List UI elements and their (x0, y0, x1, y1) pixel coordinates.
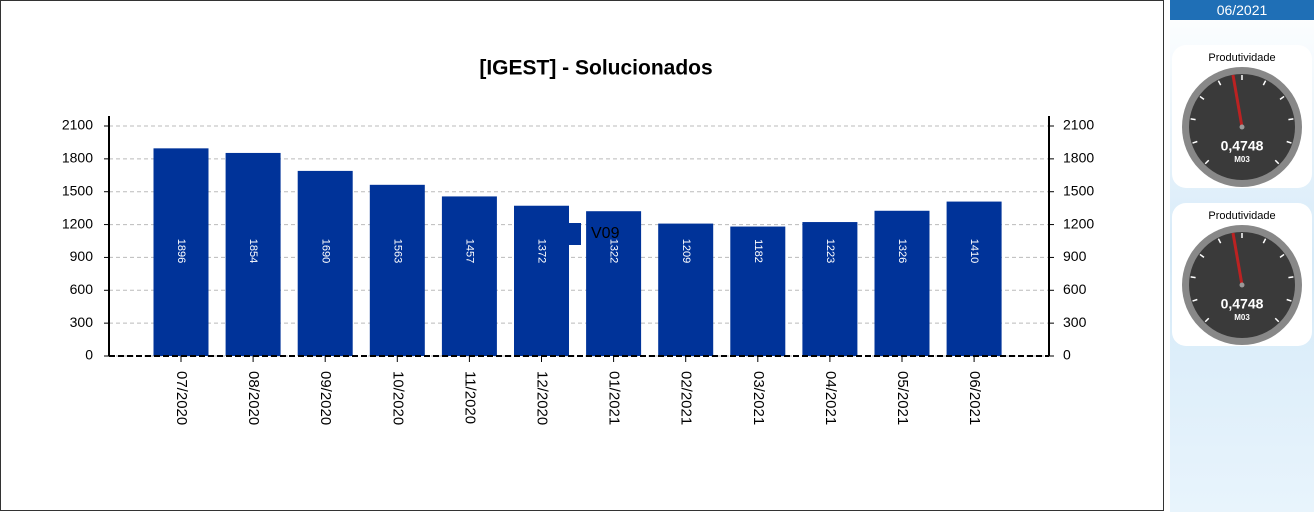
value-label: 1209 (680, 239, 692, 263)
y2-tick-label: 1800 (1063, 150, 1094, 166)
gauge-value: 0,4748 (1221, 138, 1264, 154)
y2-tick-label: 600 (1063, 281, 1087, 297)
value-label: 1457 (463, 239, 475, 263)
value-label: 1322 (608, 239, 620, 263)
value-label: 1372 (536, 239, 548, 263)
gauge-tick (1288, 119, 1293, 120)
x-tick-label: 09/2020 (317, 371, 334, 425)
x-tick-label: 02/2021 (678, 371, 695, 425)
bar (875, 211, 930, 356)
y-tick-label: 1200 (62, 215, 93, 231)
x-tick-label: 08/2020 (245, 371, 262, 425)
gauge-value: 0,4748 (1221, 296, 1264, 312)
value-label: 1410 (968, 239, 980, 263)
chart-panel: [IGEST] - Solucionados 0 300 600 900 1200 150… (0, 0, 1164, 511)
x-tick-label: 10/2020 (389, 371, 406, 425)
x-tick-label: 01/2021 (606, 371, 623, 425)
period: 06/2021 (1170, 0, 1314, 20)
y-tick-label: 300 (70, 314, 94, 330)
bar (298, 171, 353, 356)
x-tick-label: 06/2021 (966, 371, 983, 425)
x-tick-label: 04/2021 (822, 371, 839, 425)
y-tick-label: 2100 (62, 117, 93, 133)
legend-swatch (559, 223, 581, 245)
x-tick-label: 03/2021 (750, 371, 767, 425)
page: [IGEST] - Solucionados 0 300 600 900 1200 150… (0, 0, 1314, 512)
bar (370, 185, 425, 356)
y-tick-label: 0 (85, 347, 93, 363)
gauge-title: Produtividade (1208, 210, 1275, 222)
value-label: 1896 (175, 239, 187, 263)
gauge-title: Produtividade (1208, 52, 1275, 64)
value-label: 1690 (319, 239, 331, 263)
y2-tick-label: 2100 (1063, 117, 1094, 133)
gauge-tick (1191, 119, 1196, 120)
x-tick-label: 07/2020 (173, 371, 190, 425)
value-label: 1563 (391, 239, 403, 263)
chart: [IGEST] - Solucionados 0 300 600 900 1200 150… (1, 1, 1163, 510)
gauge-unit: M03 (1234, 313, 1250, 322)
y2-tick-label: 1200 (1063, 215, 1094, 231)
x-tick-label: 11/2020 (461, 371, 478, 424)
gauge-tick (1288, 277, 1293, 278)
value-label: 1223 (824, 239, 836, 263)
y-tick-label: 1800 (62, 150, 93, 166)
legend-label: V09 (591, 225, 620, 242)
y2-tick-label: 0 (1063, 347, 1071, 363)
x-tick-label: 12/2020 (534, 371, 551, 425)
gauge-hub (1240, 125, 1245, 130)
value-label: 1854 (247, 239, 259, 263)
gauge-unit: M03 (1234, 155, 1250, 164)
value-label: 1182 (752, 239, 764, 263)
y2-tick-label: 1500 (1063, 182, 1094, 198)
bar (947, 202, 1002, 356)
gauge-tick (1191, 277, 1196, 278)
value-label: 1326 (896, 239, 908, 263)
y-tick-label: 900 (70, 248, 94, 264)
y-tick-label: 600 (70, 281, 94, 297)
x-tick-label: 05/2021 (894, 371, 911, 425)
chart-title: [IGEST] - Solucionados (479, 57, 712, 80)
bar (442, 196, 497, 356)
y2-tick-label: 300 (1063, 314, 1087, 330)
y-tick-label: 1500 (62, 182, 93, 198)
gauge-hub (1240, 283, 1245, 288)
y2-tick-label: 900 (1063, 248, 1087, 264)
